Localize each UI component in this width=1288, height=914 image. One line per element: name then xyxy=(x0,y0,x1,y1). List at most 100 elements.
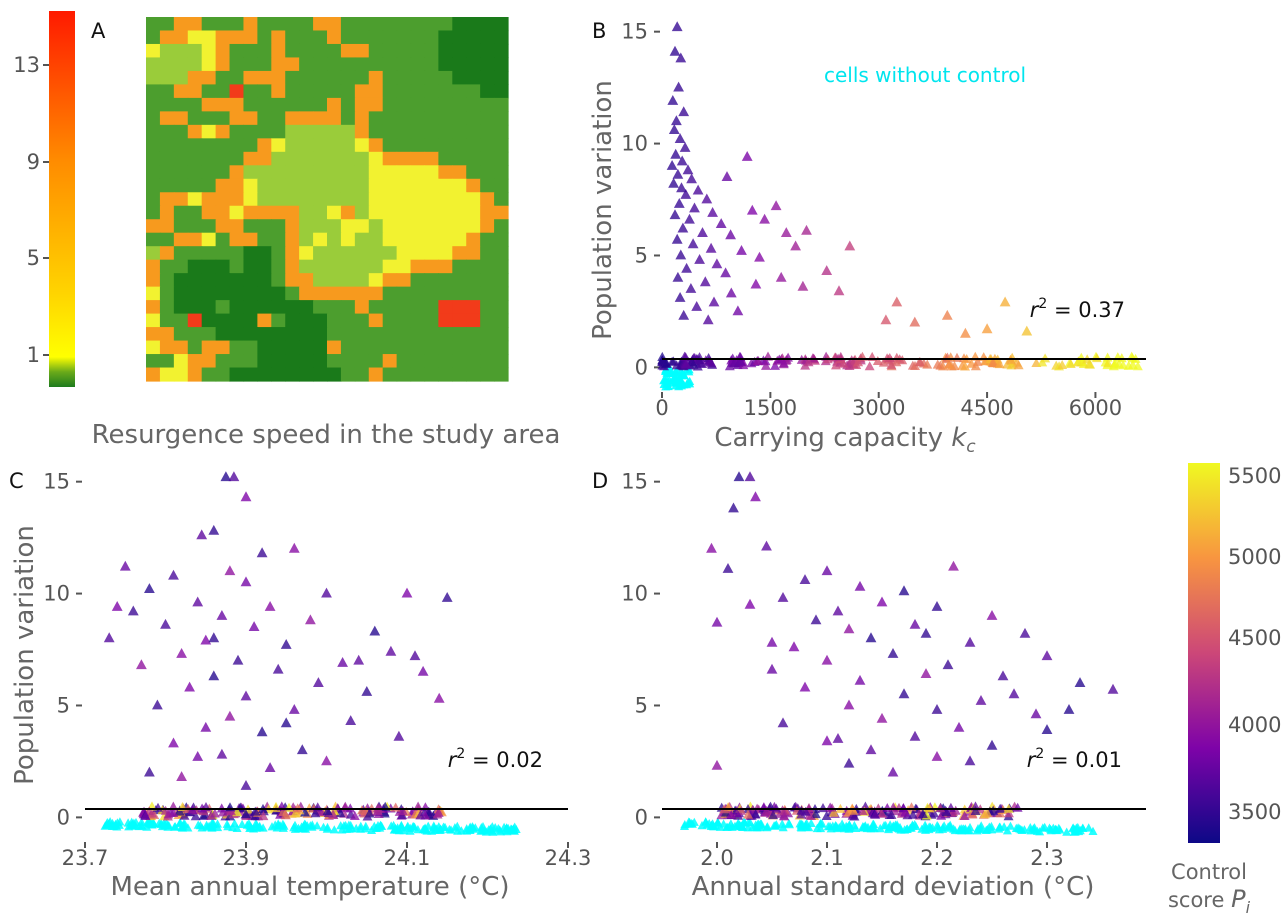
heatmap-cell xyxy=(382,192,398,207)
data-point xyxy=(280,639,292,649)
heatmap-cell xyxy=(187,313,203,328)
data-point xyxy=(722,563,734,573)
heatmap-cell xyxy=(313,165,328,180)
heatmap-cell xyxy=(229,30,245,45)
r-squared-value: 0.37 xyxy=(1078,298,1125,322)
heatmap-cell xyxy=(438,367,453,382)
heatmap-cell xyxy=(340,151,356,166)
heatmap-cell xyxy=(215,313,231,328)
heatmap-cell xyxy=(257,124,272,139)
heatmap-cell xyxy=(382,286,398,301)
x-tick-label: 0 xyxy=(655,396,668,420)
data-point xyxy=(144,806,155,816)
data-point xyxy=(1013,360,1024,370)
heatmap-cell xyxy=(354,219,370,234)
data-point xyxy=(848,805,859,815)
heatmap-cell xyxy=(299,57,314,72)
heatmap-cell xyxy=(257,30,272,45)
data-point xyxy=(255,821,265,831)
heatmap-cell xyxy=(201,17,217,32)
data-point xyxy=(721,171,733,181)
heatmap-cell xyxy=(340,313,356,328)
heatmap-cell xyxy=(271,84,286,99)
heatmap-cell xyxy=(480,57,495,72)
heatmap-cell xyxy=(424,340,439,355)
data-point xyxy=(1103,358,1113,368)
y-tick-label: 5 xyxy=(57,693,70,717)
data-point xyxy=(678,309,690,320)
heatmap-cell xyxy=(368,84,384,99)
data-point xyxy=(288,704,300,714)
heatmap-cell xyxy=(452,219,467,234)
heatmap-cell xyxy=(271,205,286,220)
heatmap-cell xyxy=(285,286,300,301)
data-point xyxy=(341,820,351,830)
x-tick-label: 2.0 xyxy=(700,846,733,870)
heatmap-cell xyxy=(424,165,439,180)
data-point xyxy=(127,605,139,616)
heatmap-cell xyxy=(271,165,286,180)
heatmap-cell xyxy=(159,313,175,328)
heatmap-cell xyxy=(243,313,258,328)
heatmap-cell xyxy=(299,43,314,59)
data-point xyxy=(953,721,965,732)
data-point xyxy=(270,820,280,829)
heatmap-cell xyxy=(299,97,314,112)
heatmap-cell xyxy=(215,30,231,45)
data-point xyxy=(821,265,833,275)
data-point xyxy=(241,809,251,819)
heatmap-cell xyxy=(466,138,481,153)
heatmap-cell xyxy=(396,367,412,382)
data-point xyxy=(176,771,187,781)
data-point xyxy=(857,805,868,815)
data-point xyxy=(733,818,743,827)
heatmap-cell xyxy=(382,111,398,126)
data-point xyxy=(788,641,800,652)
data-point xyxy=(986,610,998,620)
data-point xyxy=(766,663,778,674)
heatmap-cell xyxy=(159,300,175,315)
y-tick-label: 10 xyxy=(621,132,648,156)
heatmap-cell xyxy=(285,43,300,59)
heatmap-cell xyxy=(494,111,509,126)
heatmap-cell xyxy=(257,205,272,220)
heatmap-cell xyxy=(340,219,356,234)
heatmap-cell xyxy=(382,273,398,288)
y-axis-title: Population variation xyxy=(10,525,40,785)
data-point xyxy=(680,820,690,829)
heatmap-cell xyxy=(299,367,314,382)
data-point xyxy=(154,818,164,827)
heatmap-cell xyxy=(187,17,203,32)
heatmap-cell xyxy=(313,30,328,45)
heatmap-cell xyxy=(424,57,439,72)
data-point xyxy=(103,632,115,643)
heatmap-cell xyxy=(340,232,356,247)
heatmap-cell xyxy=(146,246,161,261)
data-point xyxy=(705,357,716,367)
heatmap-cell xyxy=(340,84,356,99)
heatmap-cell xyxy=(410,286,426,301)
heatmap-cell xyxy=(480,178,495,193)
data-point xyxy=(877,808,887,818)
data-point xyxy=(345,803,356,813)
heatmap-cell xyxy=(494,192,509,207)
data-point xyxy=(832,605,844,616)
colorbar-tick-label: 3500 xyxy=(1228,800,1281,824)
heatmap-cell xyxy=(146,111,161,126)
data-point xyxy=(970,805,981,815)
data-point xyxy=(202,820,212,829)
heatmap-cell xyxy=(424,300,439,315)
heatmap-cell xyxy=(494,165,509,180)
heatmap-cell xyxy=(382,124,398,139)
r-squared-value: 0.02 xyxy=(496,748,543,772)
data-point xyxy=(940,805,951,815)
data-point xyxy=(177,823,187,832)
data-point xyxy=(914,357,925,366)
heatmap-cell xyxy=(187,327,203,342)
data-point xyxy=(844,240,856,251)
heatmap-cell xyxy=(313,354,328,369)
data-point xyxy=(677,222,689,233)
heatmap-cell xyxy=(285,84,300,99)
heatmap-cell xyxy=(480,84,495,99)
heatmap-cell xyxy=(285,340,300,355)
